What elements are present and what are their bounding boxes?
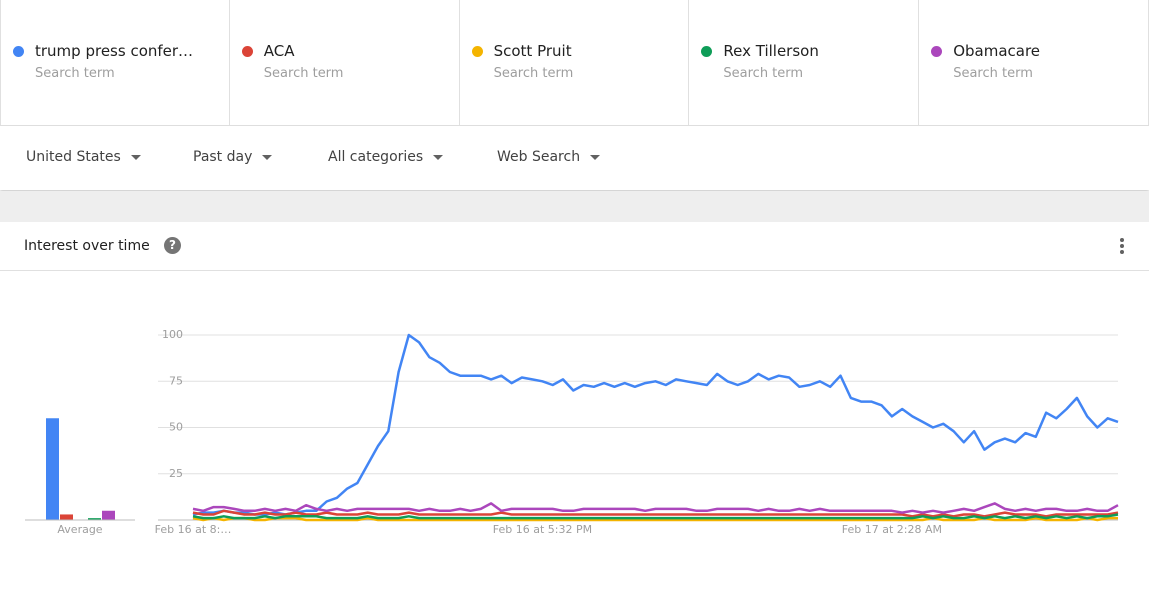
search-term-card[interactable]: ACA Search term	[230, 0, 460, 125]
card-subtitle: Search term	[723, 66, 804, 81]
series-line	[192, 502, 1119, 514]
search-term-card[interactable]: Scott Pruit Search term	[460, 0, 690, 125]
search-term-card[interactable]: Rex Tillerson Search term	[689, 0, 920, 125]
menu-button[interactable]	[1120, 238, 1124, 256]
x-tick-label: Average	[57, 523, 102, 536]
bar	[60, 514, 73, 520]
legend-label: Obamacare	[953, 42, 1041, 60]
series-line	[192, 513, 1119, 520]
legend-dot	[931, 46, 943, 57]
filter-bar: United States Past day All categories Web S…	[0, 126, 1149, 190]
y-tick-label: 75	[169, 374, 183, 387]
legend-dot	[701, 46, 713, 57]
legend-label: trump press confer…	[35, 42, 194, 60]
filter-dropdown[interactable]: Web Search	[497, 149, 600, 165]
series-line	[192, 333, 1119, 516]
card-subtitle: Search term	[35, 66, 115, 81]
y-tick-label: 100	[162, 328, 183, 341]
bar	[46, 418, 59, 520]
card-subtitle: Search term	[953, 66, 1033, 81]
legend-dot	[471, 46, 483, 57]
filter-dropdown[interactable]: Past day	[193, 149, 272, 165]
x-tick-label: Feb 17 at 2:28 AM	[842, 523, 942, 536]
legend-dot	[13, 46, 24, 57]
legend-label: ACA	[263, 42, 295, 60]
x-tick-label: Feb 16 at 5:32 PM	[493, 523, 592, 536]
panel-title: Interest over time	[24, 238, 150, 254]
y-tick-label: 50	[169, 421, 183, 434]
divider	[0, 270, 1149, 271]
filter-dropdown[interactable]: All categories	[328, 149, 443, 165]
search-term-card[interactable]: trump press confer… Search term	[0, 0, 230, 125]
x-tick-label: Feb 16 at 8:…	[155, 523, 232, 536]
card-subtitle: Search term	[263, 66, 344, 81]
gray-band	[0, 191, 1149, 222]
series-line	[192, 516, 1118, 522]
help-icon[interactable]: ?	[164, 237, 181, 254]
card-subtitle: Search term	[493, 66, 574, 81]
search-term-cards: trump press confer… Search term ACA Search …	[0, 0, 1149, 126]
series-line	[192, 509, 1119, 518]
y-tick-label: 25	[169, 467, 183, 480]
search-term-card[interactable]: Obamacare Search term	[919, 0, 1149, 125]
filter-dropdown[interactable]: United States	[26, 149, 141, 165]
bar	[102, 510, 115, 520]
legend-label: Rex Tillerson	[723, 42, 819, 60]
bar	[88, 518, 101, 520]
legend-dot	[241, 46, 253, 57]
legend-label: Scott Pruit	[493, 42, 572, 60]
